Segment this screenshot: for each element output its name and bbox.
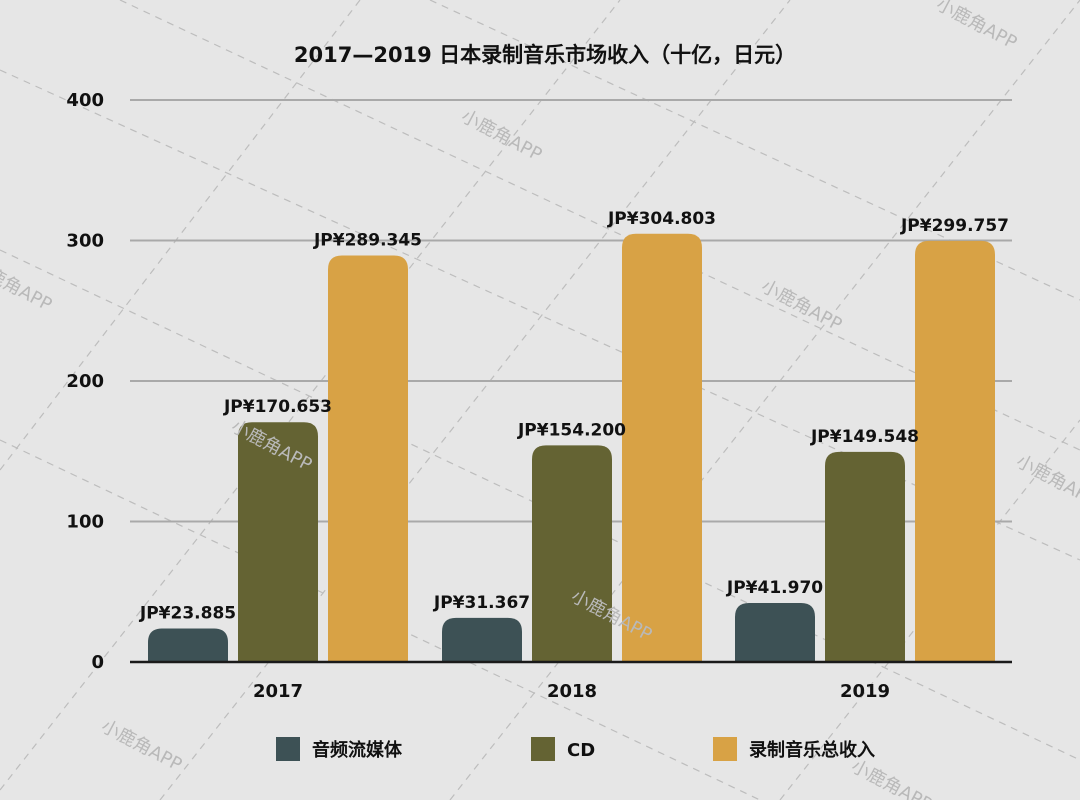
chart-axis: 0 100 200 300 400 2017 2018 2019 <box>66 90 1012 702</box>
bar <box>238 422 318 662</box>
legend-label: 音频流媒体 <box>312 739 403 761</box>
bar <box>148 628 228 662</box>
data-label: JP¥304.803 <box>607 209 716 229</box>
y-tick-label: 300 <box>66 231 104 252</box>
watermark-text: 小鹿角APP <box>0 256 55 316</box>
data-label: JP¥23.885 <box>139 603 236 623</box>
watermark-line <box>429 0 1080 301</box>
chart-legend: 音频流媒体 CD 录制音乐总收入 <box>276 737 875 761</box>
watermark-line <box>0 0 621 791</box>
legend-swatch <box>531 737 555 761</box>
chart-title: 2017—2019 日本录制音乐市场收入（十亿，日元） <box>294 43 796 67</box>
legend-swatch <box>713 737 737 761</box>
watermark-text: 小鹿角APP <box>98 716 186 776</box>
watermark-line <box>0 249 1080 761</box>
data-label: JP¥154.200 <box>517 420 626 440</box>
x-tick-label: 2019 <box>840 681 890 702</box>
legend-label: CD <box>567 740 595 761</box>
watermark-text: 小鹿角APP <box>848 756 936 800</box>
data-label: JP¥41.970 <box>726 578 823 598</box>
watermark-line <box>779 419 1080 800</box>
watermark-text: 小鹿角APP <box>933 0 1021 54</box>
data-label: JP¥299.757 <box>900 216 1009 236</box>
bar <box>532 445 612 662</box>
chart-data-labels: JP¥23.885 JP¥170.653 JP¥289.345 JP¥31.367 JP… <box>139 209 1009 624</box>
bar <box>735 603 815 662</box>
y-tick-label: 100 <box>66 512 104 533</box>
data-label: JP¥289.345 <box>313 230 422 250</box>
y-tick-label: 400 <box>66 90 104 111</box>
bar <box>328 255 408 662</box>
y-tick-label: 0 <box>91 652 104 673</box>
watermark-line <box>449 0 1080 800</box>
bar <box>442 617 522 662</box>
x-tick-label: 2017 <box>253 681 303 702</box>
chart-bars <box>148 233 995 663</box>
x-tick-label: 2018 <box>547 681 597 702</box>
legend-swatch <box>276 737 300 761</box>
y-tick-label: 200 <box>66 371 104 392</box>
bar <box>915 240 995 662</box>
data-label: JP¥149.548 <box>810 427 919 447</box>
data-label: JP¥170.653 <box>223 397 332 417</box>
watermark-text: 小鹿角APP <box>1013 451 1080 511</box>
watermark-text: 小鹿角APP <box>758 276 846 336</box>
bar <box>622 233 702 663</box>
data-label: JP¥31.367 <box>433 593 530 613</box>
watermark-line <box>159 0 791 800</box>
bar <box>825 451 905 662</box>
watermark-text: 小鹿角APP <box>458 106 546 166</box>
legend-label: 录制音乐总收入 <box>749 739 875 761</box>
